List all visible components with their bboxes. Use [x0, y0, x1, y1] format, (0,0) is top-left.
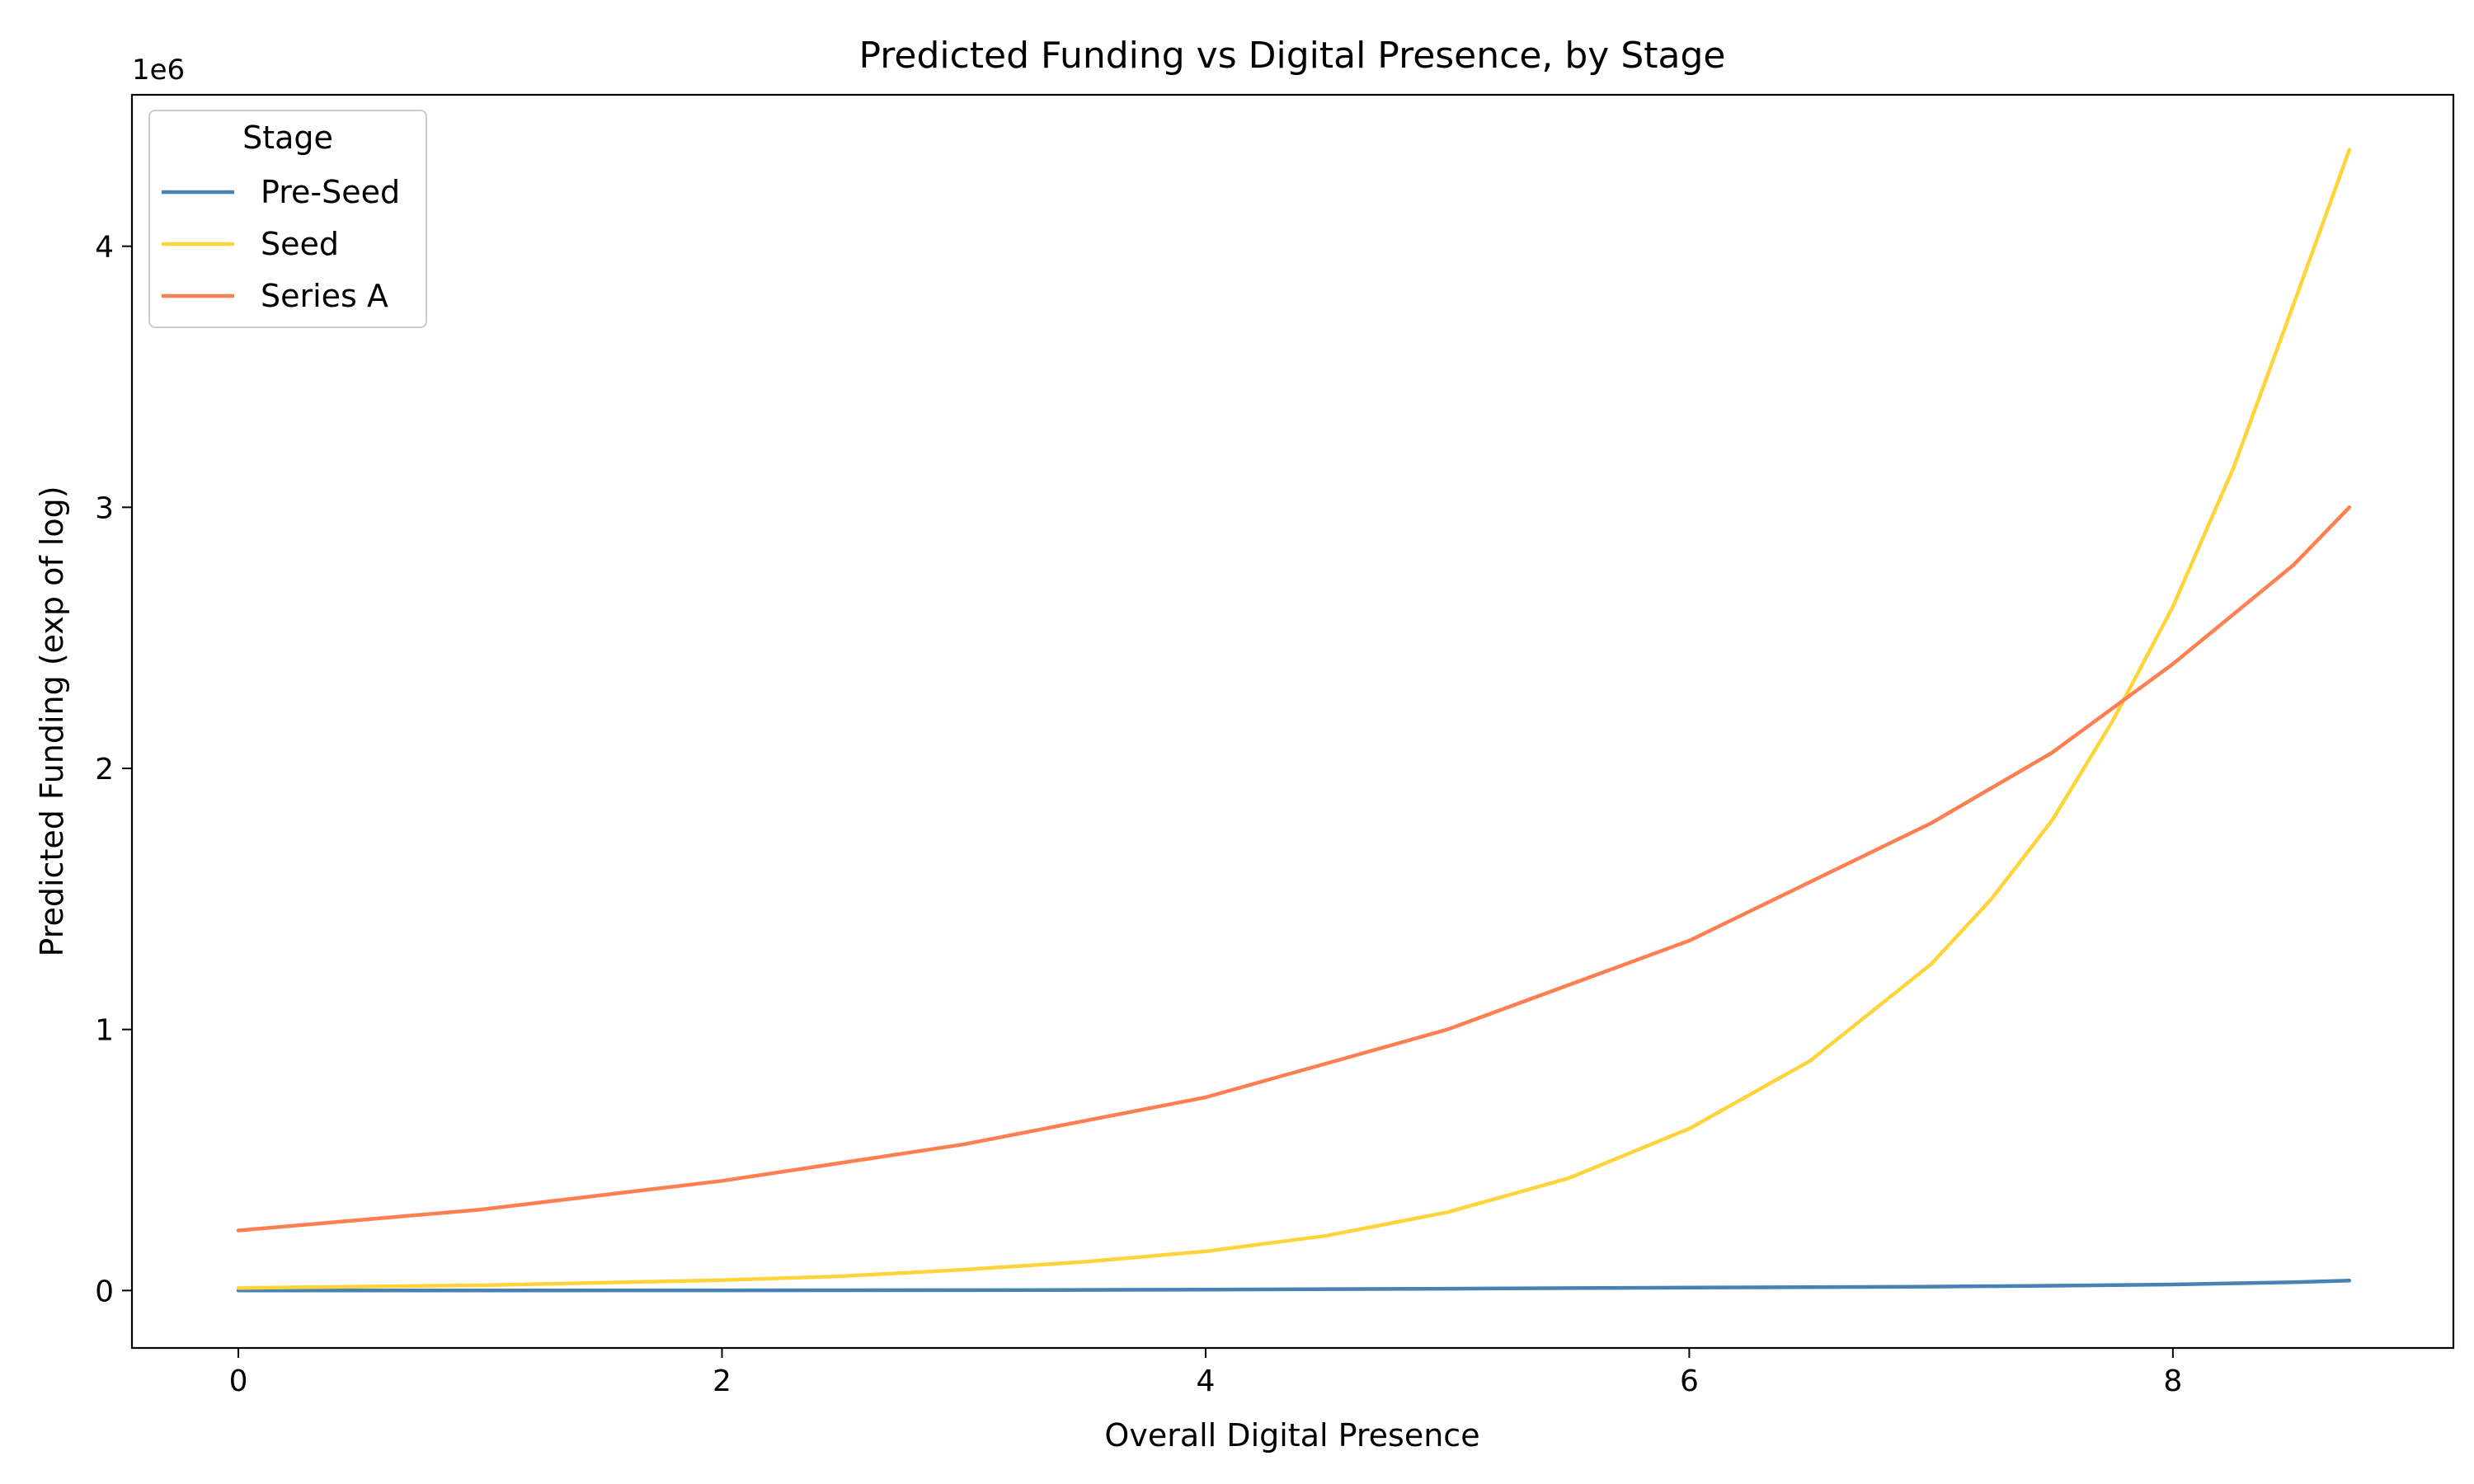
legend-label-seed: Seed	[261, 226, 339, 262]
series-line-pre-seed	[236, 1279, 2352, 1293]
series-line-seed	[236, 148, 2352, 1290]
y-offset-label: 1e6	[132, 54, 185, 87]
x-tick-label: 8	[2163, 1364, 2182, 1398]
plot-background	[132, 95, 2453, 1348]
x-tick-label: 2	[713, 1364, 731, 1398]
x-axis-label: Overall Digital Presence	[1104, 1417, 1479, 1453]
legend-title: Stage	[242, 120, 333, 156]
legend-label-pre-seed: Pre-Seed	[261, 174, 400, 210]
y-tick-label: 4	[95, 231, 114, 265]
plot-frame	[130, 93, 2455, 1350]
x-tick-label: 0	[229, 1364, 248, 1398]
y-tick-label: 0	[95, 1275, 114, 1308]
chart-title: Predicted Funding vs Digital Presence, b…	[859, 35, 1726, 77]
y-tick-label: 3	[95, 491, 114, 525]
legend-label-series-a: Series A	[261, 278, 388, 314]
x-tick-label: 6	[1680, 1364, 1699, 1398]
y-axis-label: Predicted Funding (exp of log)	[34, 486, 70, 956]
legend-entries: Pre-Seed Seed Series A	[162, 174, 400, 314]
series-line-series-a	[236, 505, 2352, 1233]
y-axis: 0 1 2 3 4	[95, 231, 132, 1308]
x-axis: 0 2 4 6 8	[229, 1348, 2182, 1398]
y-tick-label: 2	[95, 753, 114, 787]
series-layer	[236, 148, 2352, 1293]
legend-box	[148, 110, 427, 328]
x-tick-label: 4	[1196, 1364, 1215, 1398]
y-tick-label: 1	[95, 1014, 114, 1048]
legend: Stage Pre-Seed Seed Series A	[148, 110, 427, 328]
